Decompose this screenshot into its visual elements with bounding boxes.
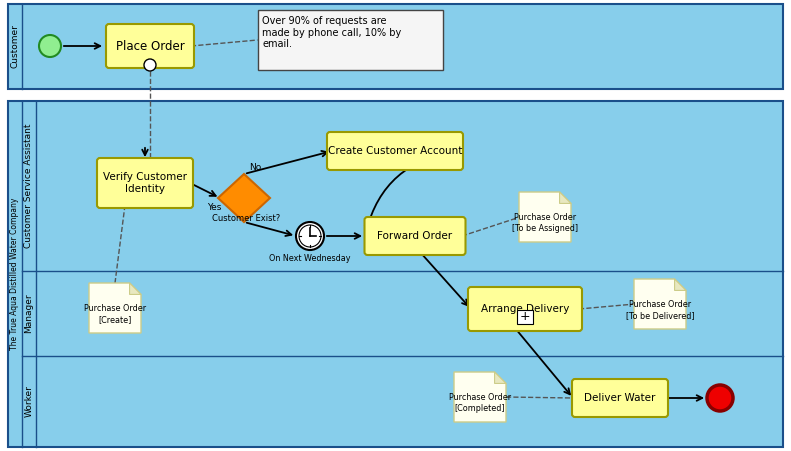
Polygon shape bbox=[89, 283, 141, 333]
Bar bbox=[8, 101, 783, 447]
Text: Purchase Order
[To be Delivered]: Purchase Order [To be Delivered] bbox=[626, 300, 694, 320]
FancyBboxPatch shape bbox=[468, 287, 582, 331]
Text: Purchase Order
[Create]: Purchase Order [Create] bbox=[84, 304, 146, 324]
Text: Customer Exist?: Customer Exist? bbox=[212, 214, 280, 223]
FancyBboxPatch shape bbox=[106, 24, 194, 68]
Bar bbox=[517, 310, 533, 324]
Text: Manager: Manager bbox=[25, 294, 33, 333]
Text: Place Order: Place Order bbox=[115, 40, 184, 52]
Text: Customer Service Assistant: Customer Service Assistant bbox=[25, 124, 33, 248]
Polygon shape bbox=[519, 192, 571, 242]
Text: Verify Customer
Identity: Verify Customer Identity bbox=[103, 172, 187, 194]
Text: Forward Order: Forward Order bbox=[377, 231, 452, 241]
Polygon shape bbox=[494, 372, 506, 383]
FancyBboxPatch shape bbox=[97, 158, 193, 208]
Text: No: No bbox=[249, 163, 261, 172]
Circle shape bbox=[299, 225, 321, 247]
Text: +: + bbox=[520, 310, 530, 323]
Circle shape bbox=[144, 59, 156, 71]
Polygon shape bbox=[130, 283, 141, 295]
Bar bbox=[0, 89, 791, 101]
Text: Purchase Order
[To be Assigned]: Purchase Order [To be Assigned] bbox=[512, 213, 578, 233]
Text: Yes: Yes bbox=[207, 203, 221, 212]
Text: On Next Wednesday: On Next Wednesday bbox=[269, 254, 350, 263]
Text: Deliver Water: Deliver Water bbox=[585, 393, 656, 403]
Text: Purchase Order
[Completed]: Purchase Order [Completed] bbox=[449, 393, 511, 413]
Text: Customer: Customer bbox=[10, 24, 20, 69]
Circle shape bbox=[296, 222, 324, 250]
Polygon shape bbox=[454, 372, 506, 422]
Bar bbox=[8, 4, 783, 89]
FancyBboxPatch shape bbox=[365, 217, 465, 255]
Polygon shape bbox=[559, 192, 571, 203]
Polygon shape bbox=[634, 279, 686, 329]
Text: The True Aqua Distilled Water Company: The True Aqua Distilled Water Company bbox=[10, 198, 20, 350]
Circle shape bbox=[39, 35, 61, 57]
FancyBboxPatch shape bbox=[327, 132, 463, 170]
Text: Create Customer Account: Create Customer Account bbox=[327, 146, 462, 156]
Text: Over 90% of requests are
made by phone call, 10% by
email.: Over 90% of requests are made by phone c… bbox=[263, 16, 402, 49]
Text: Arrange Delivery: Arrange Delivery bbox=[481, 304, 570, 314]
Polygon shape bbox=[218, 174, 270, 222]
Bar bbox=[8, 4, 783, 89]
Bar bbox=[8, 101, 783, 447]
Polygon shape bbox=[675, 279, 686, 290]
Text: Worker: Worker bbox=[25, 386, 33, 418]
FancyBboxPatch shape bbox=[572, 379, 668, 417]
Circle shape bbox=[707, 385, 733, 411]
FancyBboxPatch shape bbox=[258, 10, 442, 70]
